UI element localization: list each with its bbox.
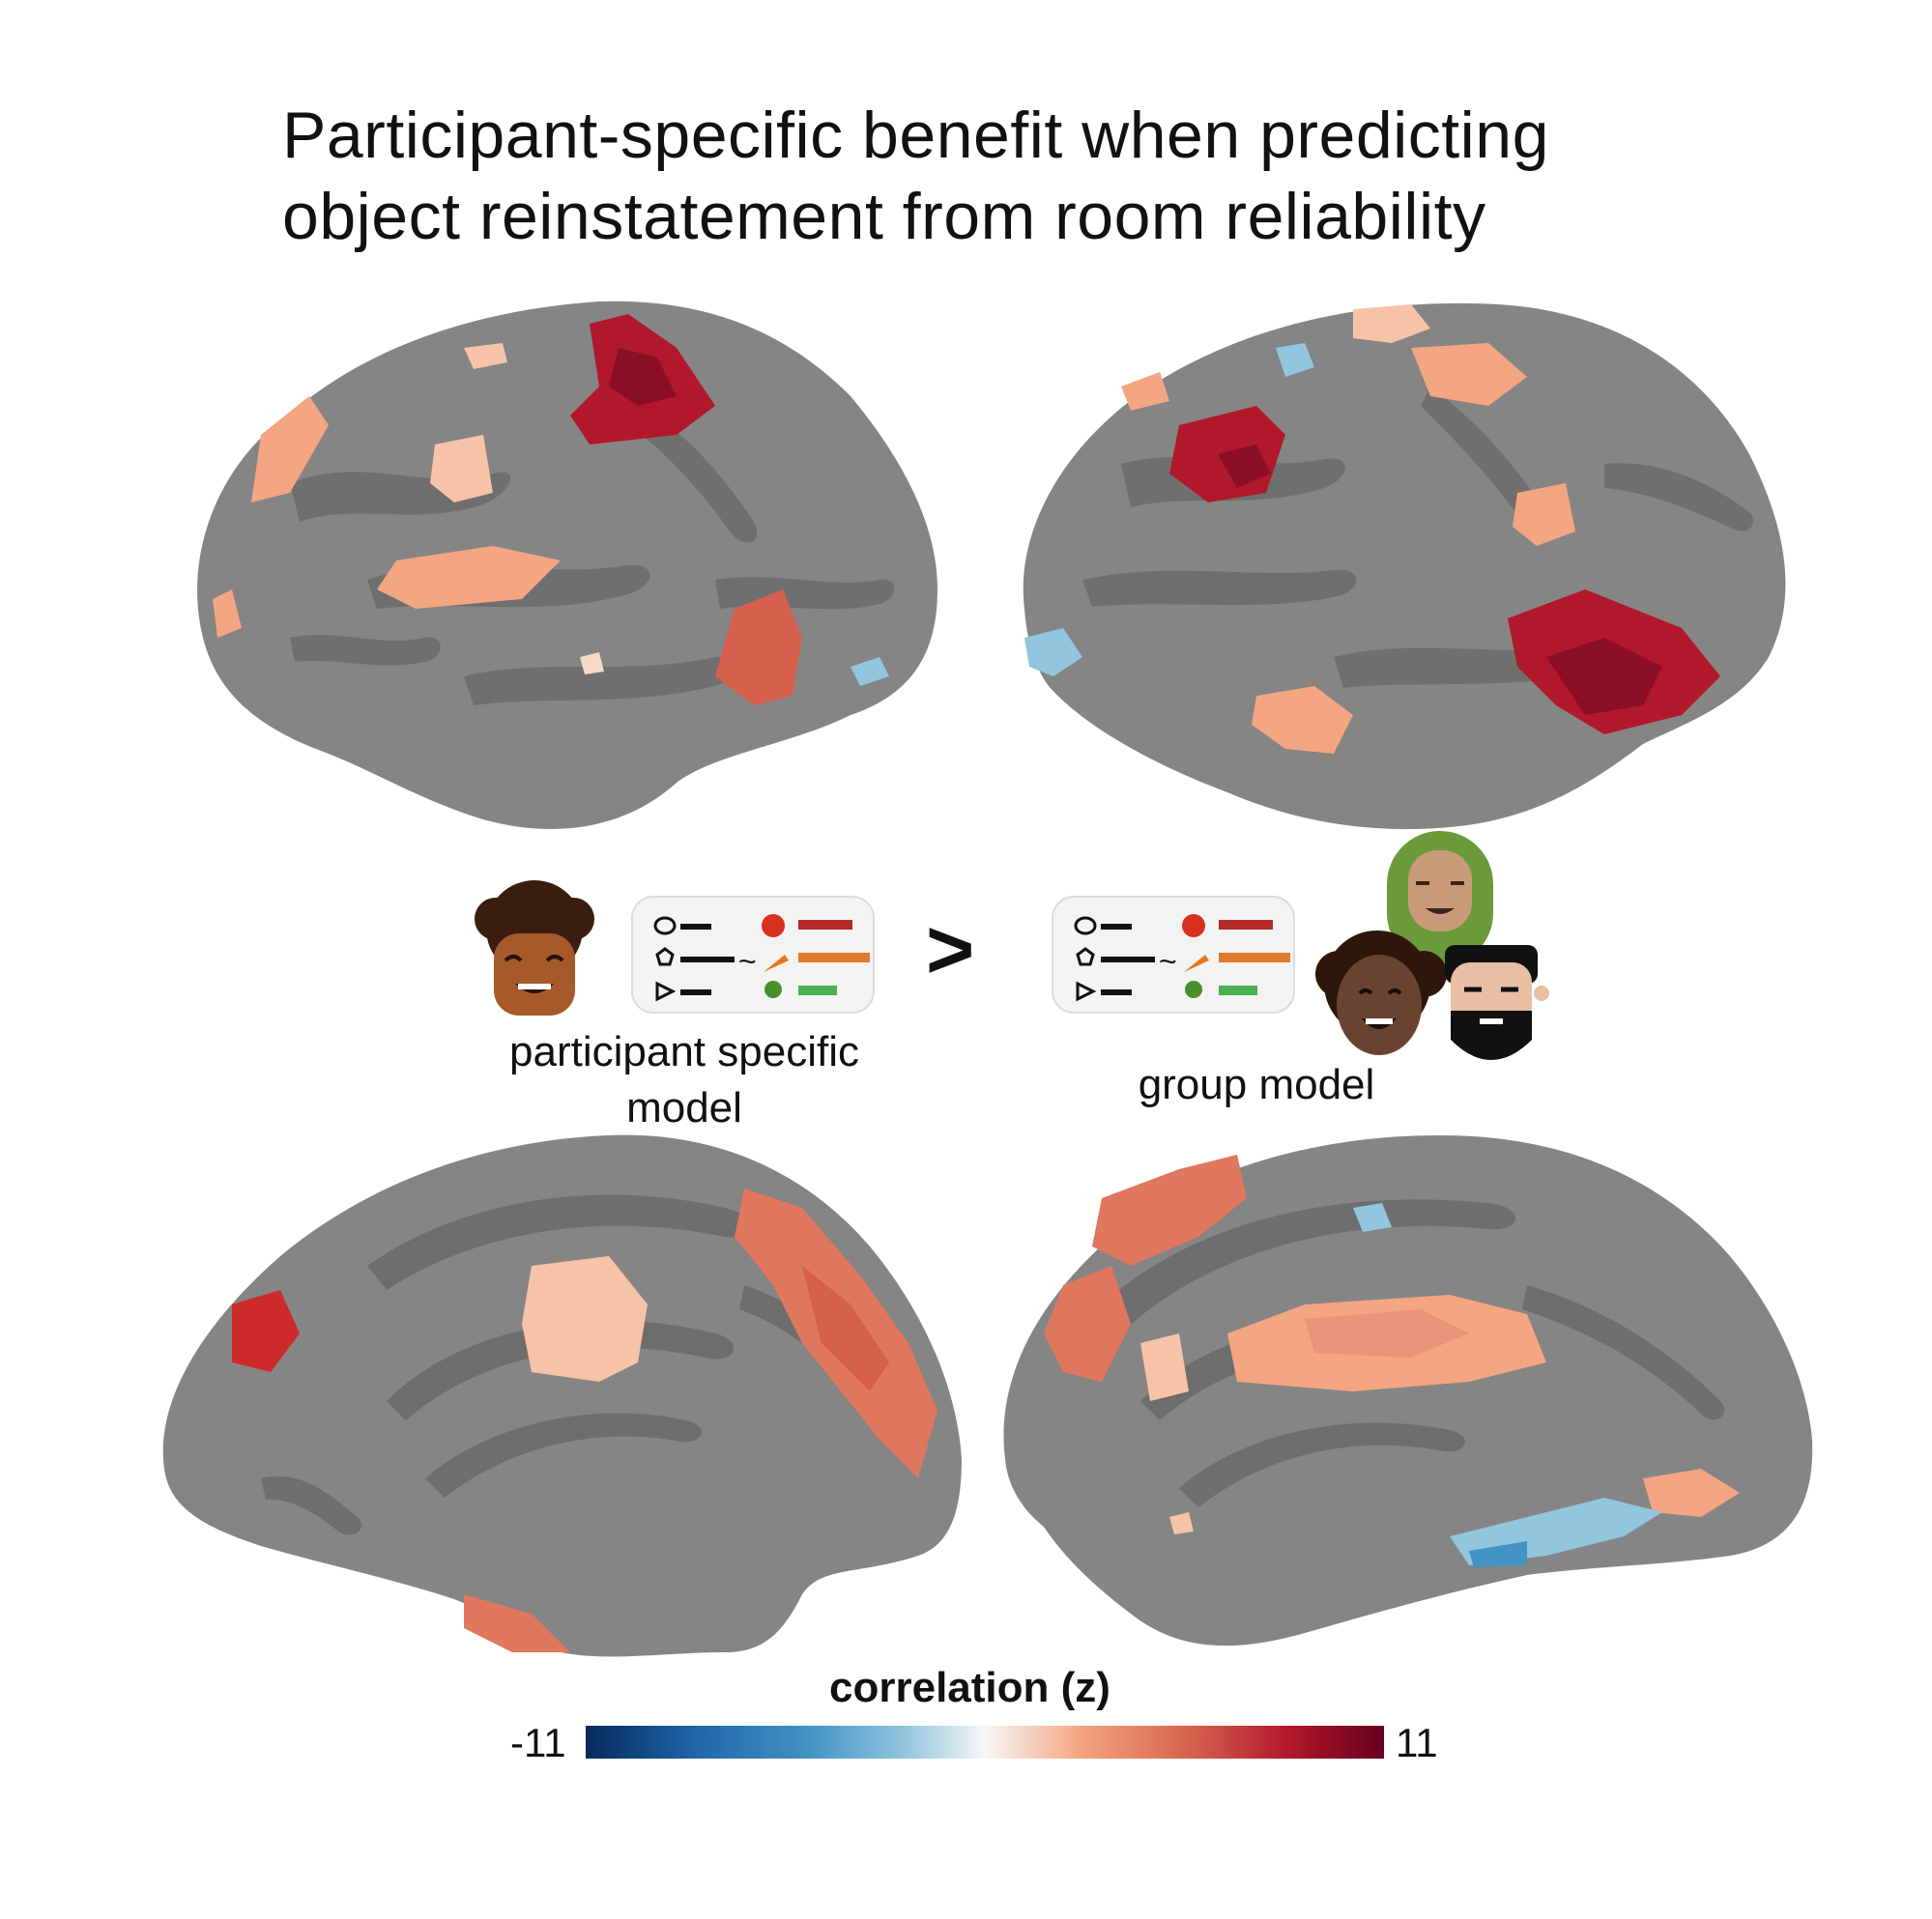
participant-model-card: ~ (631, 896, 875, 1014)
activation-blobs (1044, 1155, 1740, 1567)
right-lateral-brain (1023, 302, 1786, 830)
left-lateral-brain (197, 301, 937, 830)
colorbar (586, 1726, 1384, 1759)
colorbar-max-label: 11 (1396, 1720, 1438, 1765)
participant-label-line-2: model (626, 1084, 742, 1131)
activation-blobs (232, 1189, 937, 1652)
participant-label-line-1: participant specific (509, 1028, 859, 1075)
figure-title: Participant-specific benefit when predic… (282, 95, 1549, 257)
activation-blobs (1024, 304, 1720, 754)
right-medial-brain (1003, 1135, 1813, 1647)
left-medial-brain (162, 1134, 963, 1657)
colorbar-title: correlation (z) (829, 1664, 1110, 1711)
group-model-card: ~ (1052, 896, 1295, 1014)
participant-model-label: participant specific model (462, 1024, 907, 1136)
title-line-2: object reinstatement from room reliabili… (282, 180, 1486, 253)
group-avatars (1315, 831, 1549, 1060)
group-model-label: group model (1111, 1057, 1401, 1113)
svg-text:~: ~ (738, 944, 757, 979)
group-label-text: group model (1138, 1061, 1375, 1108)
comparison-symbol: > (926, 903, 975, 996)
title-line-1: Participant-specific benefit when predic… (282, 99, 1549, 172)
activation-blobs (213, 314, 889, 705)
participant-avatar (475, 880, 594, 1016)
colorbar-min-label: -11 (510, 1720, 566, 1765)
svg-text:~: ~ (1159, 944, 1177, 979)
